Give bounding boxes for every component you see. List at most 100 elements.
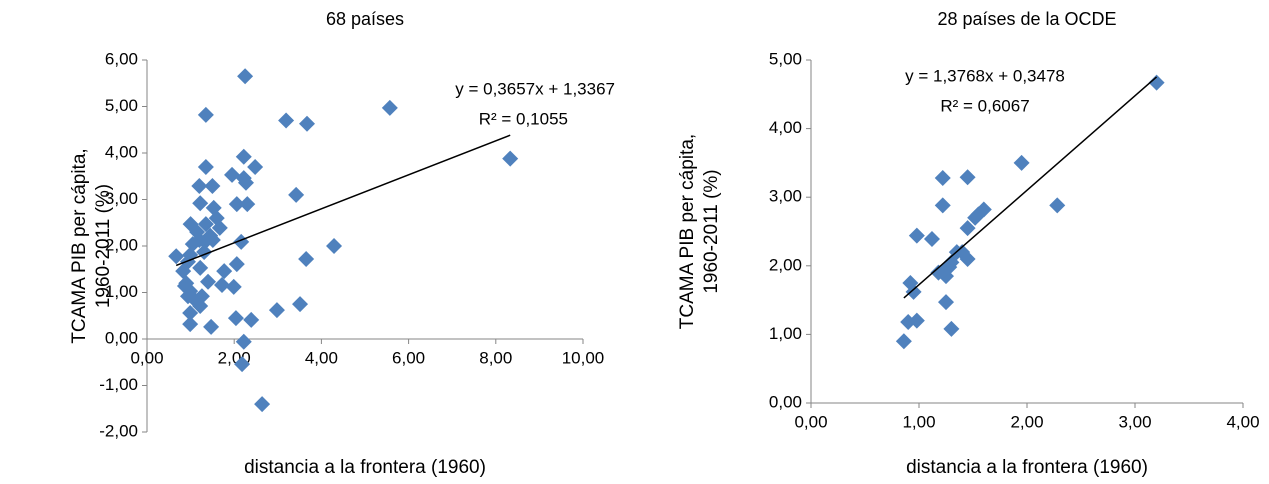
y-axis-title: TCAMA PIB per cápita, xyxy=(69,148,90,343)
x-axis-title: distancia a la frontera (1960) xyxy=(244,457,486,478)
point xyxy=(192,259,209,276)
point xyxy=(278,112,295,129)
point xyxy=(182,304,199,321)
point xyxy=(268,302,285,319)
y-tick-label: 0,00 xyxy=(769,392,802,411)
point xyxy=(905,283,922,300)
x-tick-label: 4,00 xyxy=(305,348,338,367)
y-tick-label: 4,00 xyxy=(769,118,802,137)
point xyxy=(178,275,195,292)
point xyxy=(235,333,252,350)
point xyxy=(197,106,214,123)
point xyxy=(228,196,245,213)
y-tick-label: 4,00 xyxy=(105,142,138,161)
point xyxy=(225,278,242,295)
x-axis-title: distancia a la frontera (1960) xyxy=(906,457,1148,478)
point xyxy=(213,277,230,294)
x-tick-label: 1,00 xyxy=(902,412,935,431)
point xyxy=(192,195,209,212)
point xyxy=(237,68,254,85)
y-axis-title: 1960-2011 (%) xyxy=(701,169,722,293)
y-tick-label: 3,00 xyxy=(769,187,802,206)
point xyxy=(959,220,976,237)
x-tick-label: 0,00 xyxy=(794,412,827,431)
y-tick-label: 6,00 xyxy=(105,49,138,68)
point xyxy=(234,356,251,373)
point xyxy=(1148,74,1165,91)
point xyxy=(175,263,192,280)
point xyxy=(959,169,976,186)
y-tick-label: 5,00 xyxy=(105,96,138,115)
point xyxy=(938,294,954,311)
point xyxy=(227,310,244,327)
y-tick-label: 5,00 xyxy=(769,49,802,68)
point xyxy=(237,174,254,191)
point xyxy=(941,259,958,276)
point xyxy=(381,99,398,116)
point xyxy=(203,318,220,335)
x-tick-label: 10,00 xyxy=(562,348,605,367)
x-tick-label: 0,00 xyxy=(130,348,163,367)
point xyxy=(1013,154,1030,171)
point xyxy=(934,197,951,214)
point xyxy=(239,196,256,213)
trendline xyxy=(175,134,511,267)
y-axis-title: 1960-2011 (%) xyxy=(93,184,114,308)
point xyxy=(970,206,987,223)
point xyxy=(908,312,925,329)
y-axis-title: TCAMA PIB per cápita, xyxy=(677,134,698,329)
point xyxy=(192,297,209,314)
point xyxy=(224,166,241,183)
point xyxy=(228,256,245,273)
y-tick-label: 2,00 xyxy=(769,255,802,274)
point xyxy=(292,296,309,313)
point xyxy=(196,244,213,261)
point xyxy=(235,148,252,165)
chart-title: 28 países de la OCDE xyxy=(937,9,1116,29)
x-tick-label: 4,00 xyxy=(1226,412,1259,431)
y-tick-label: -1,00 xyxy=(99,375,138,394)
point xyxy=(208,210,225,227)
y-tick-label: 1,00 xyxy=(769,324,802,343)
trendline-equation: y = 1,3768x + 0,3478 xyxy=(905,66,1065,85)
x-tick-label: 3,00 xyxy=(1118,412,1151,431)
point xyxy=(954,244,971,261)
point xyxy=(298,251,315,268)
point xyxy=(895,333,912,350)
point xyxy=(299,115,316,132)
x-tick-label: 6,00 xyxy=(392,348,425,367)
point xyxy=(216,263,233,280)
point xyxy=(502,150,519,167)
point xyxy=(189,224,206,241)
y-tick-label: 0,00 xyxy=(105,328,138,347)
y-tick-label: 1,00 xyxy=(105,282,138,301)
chart-title: 68 países xyxy=(326,9,404,29)
point xyxy=(923,231,940,248)
point xyxy=(247,158,264,175)
trendline xyxy=(903,76,1158,299)
x-tick-label: 8,00 xyxy=(479,348,512,367)
point xyxy=(200,273,217,290)
y-tick-label: 3,00 xyxy=(105,189,138,208)
y-tick-label: -2,00 xyxy=(99,421,138,440)
point xyxy=(943,320,960,337)
point xyxy=(934,169,951,186)
point xyxy=(908,227,925,244)
point xyxy=(254,396,271,413)
x-tick-label: 2,00 xyxy=(1010,412,1043,431)
point xyxy=(1049,197,1066,214)
point xyxy=(243,311,260,328)
point xyxy=(288,186,305,203)
point xyxy=(184,236,201,253)
trendline-r2: R² = 0,6067 xyxy=(940,96,1029,115)
point xyxy=(168,248,185,265)
point xyxy=(182,316,199,333)
trendline-r2: R² = 0,1055 xyxy=(479,109,568,128)
y-tick-label: 2,00 xyxy=(105,235,138,254)
point xyxy=(191,178,208,195)
point xyxy=(197,158,214,175)
point xyxy=(326,238,343,254)
point xyxy=(204,178,221,195)
point xyxy=(196,233,213,250)
